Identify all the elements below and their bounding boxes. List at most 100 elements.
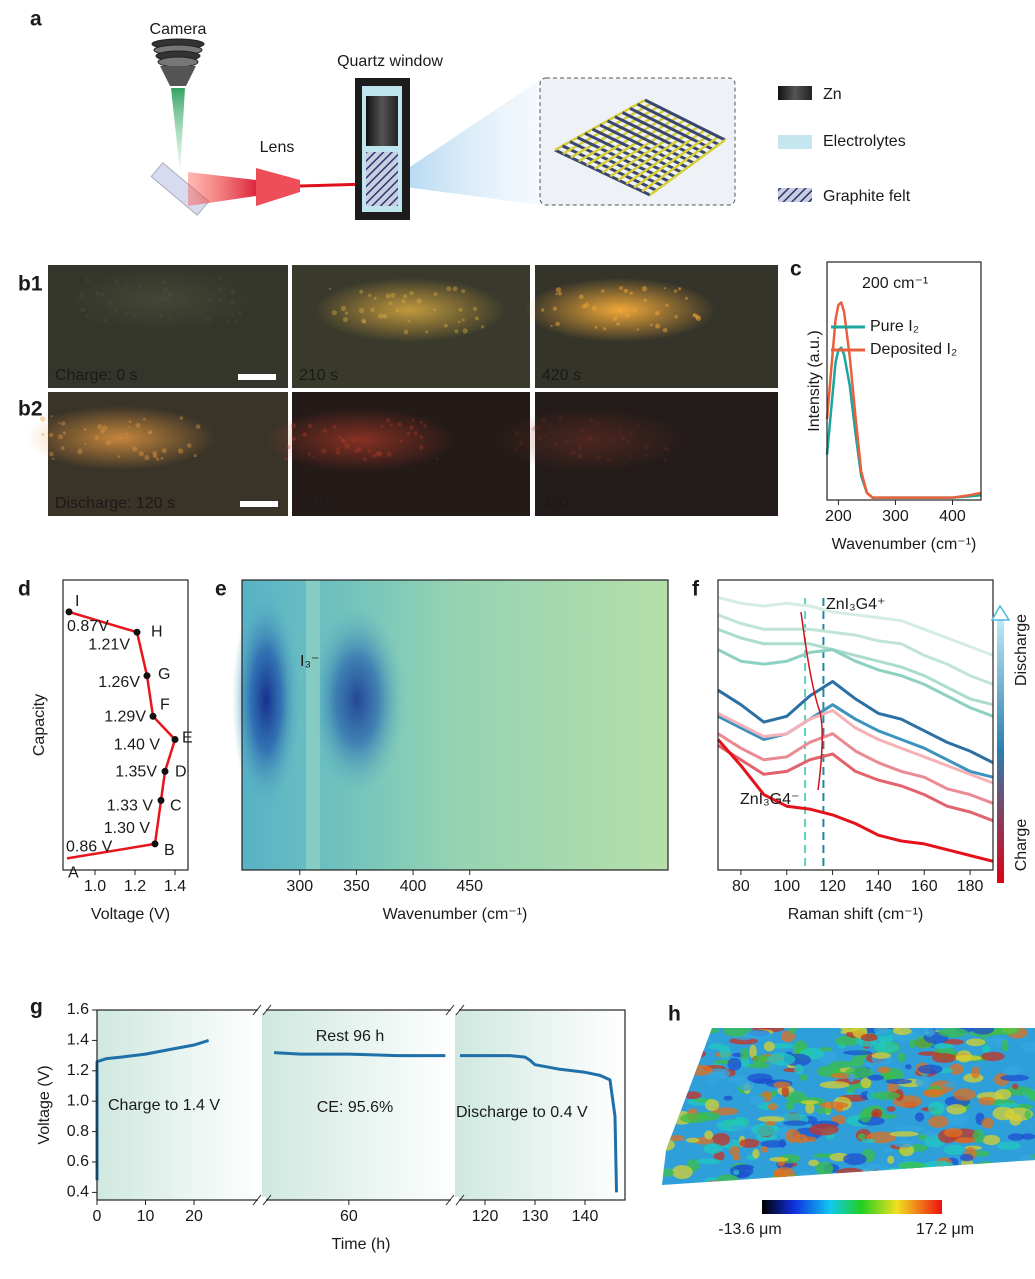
photo-speck [644, 453, 648, 458]
surface-feature [667, 1051, 697, 1063]
photo-speck [368, 293, 372, 298]
photo-speck [643, 298, 648, 303]
surface-feature [738, 1080, 755, 1092]
photo-speck [472, 306, 478, 312]
photo-speck [589, 418, 594, 423]
photo-speck [181, 298, 185, 302]
photo-speck [655, 323, 661, 329]
photo-speck [344, 443, 350, 450]
photo-speck [302, 432, 308, 438]
photo-speck [541, 308, 545, 312]
surface-feature [729, 1145, 740, 1157]
colorbar-label: 17.2 μm [916, 1221, 974, 1238]
voltage-label: 1.21V [88, 636, 130, 653]
surface-feature [928, 1182, 939, 1185]
annotation: Discharge to 0.4 V [456, 1104, 588, 1121]
surface-feature [952, 1088, 976, 1101]
photo-speck [454, 329, 459, 334]
surface-feature [1011, 1083, 1019, 1090]
mesh-fiber [633, 132, 713, 189]
voltage-curve [274, 1051, 446, 1058]
surface-feature [877, 1066, 891, 1074]
photo-speck [142, 417, 146, 421]
surface-feature [744, 1183, 765, 1185]
surface-feature [705, 1180, 728, 1185]
photo-speck [452, 286, 458, 292]
device-zn [366, 96, 398, 146]
photo-speck [419, 435, 424, 440]
spectrum-curve [717, 703, 994, 779]
surface-feature [680, 1113, 709, 1124]
surface-feature [957, 1166, 964, 1177]
photo-speck [403, 294, 408, 299]
y-axis-label: Capacity [31, 694, 48, 756]
photo-speck [48, 432, 54, 438]
photo-speck [578, 294, 584, 300]
point-label: G [158, 666, 170, 683]
mesh-fiber [644, 98, 726, 142]
photo-speck [382, 313, 388, 319]
annotation: CE: 95.6% [317, 1099, 393, 1116]
photo-speck [322, 428, 327, 433]
surface-feature [668, 1036, 697, 1045]
spectrum-curve [717, 709, 994, 785]
spectrum-curve [717, 732, 994, 805]
photo-speck [623, 288, 629, 294]
photo-speck [629, 291, 633, 295]
photo-speck [386, 418, 391, 423]
surface-feature [866, 1090, 874, 1100]
state-point [151, 840, 159, 848]
photo-speck [340, 438, 345, 442]
surface-feature [662, 1050, 679, 1058]
surface-feature [848, 1073, 855, 1083]
photo-speck [599, 423, 602, 426]
y-tick-label: 1.6 [67, 1001, 89, 1018]
y-tick-label: 1.2 [67, 1062, 89, 1079]
photo-speck [124, 312, 128, 317]
x-axis-label: Voltage (V) [91, 906, 170, 923]
photo-speck [321, 448, 327, 454]
surface-feature [662, 1045, 683, 1054]
photo-speck [344, 311, 349, 315]
surface-feature [1007, 1133, 1025, 1141]
surface-feature [981, 1051, 1005, 1062]
surface-feature [777, 1181, 803, 1185]
photo-speck [665, 303, 669, 307]
point-label: C [170, 798, 182, 815]
surface-feature [943, 1128, 963, 1138]
surface-feature [723, 1095, 733, 1101]
photo-speck [156, 457, 160, 461]
surface-feature [944, 1082, 956, 1088]
point-label: I [75, 593, 79, 610]
photo-speck [128, 420, 132, 424]
photo-speck [633, 308, 638, 313]
surface-feature [915, 1167, 930, 1175]
surface-feature [730, 1185, 758, 1192]
photo-speck [41, 432, 45, 436]
surface-feature [843, 1153, 867, 1166]
surface-feature [982, 1173, 989, 1185]
surface-feature [893, 1028, 912, 1035]
x-tick-label: 300 [882, 508, 909, 525]
segment-bg [262, 1010, 455, 1200]
axis-break [445, 1004, 455, 1016]
voltage-label: 1.26V [98, 674, 140, 691]
surface-feature [719, 1045, 731, 1059]
surface-feature [846, 1086, 856, 1093]
surface-feature [966, 1038, 986, 1047]
photo-speck [565, 440, 569, 444]
surface-feature [662, 1061, 664, 1068]
photo-speck [167, 297, 171, 301]
photo-speck [342, 317, 348, 323]
surface-feature [943, 1039, 964, 1045]
photo-speck [685, 296, 688, 300]
photo-speck [108, 301, 114, 306]
photo-speck [106, 440, 111, 446]
surface-feature [671, 1165, 693, 1179]
photo-speck [457, 320, 461, 324]
surface-feature [860, 1033, 878, 1042]
photo-speck [60, 446, 65, 451]
surface-feature [705, 1099, 720, 1111]
photo-speck [399, 439, 403, 443]
